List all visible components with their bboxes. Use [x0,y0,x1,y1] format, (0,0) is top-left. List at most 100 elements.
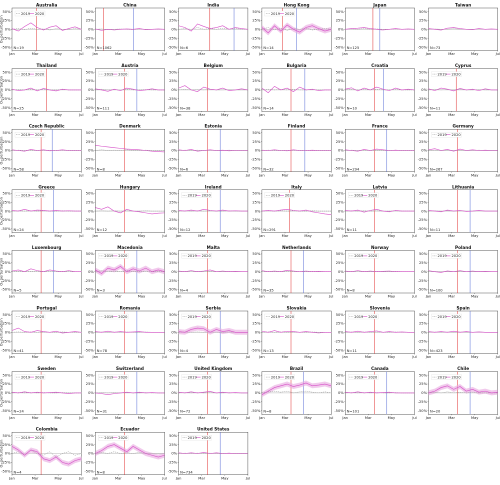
y-tick-label: 0% [421,209,427,213]
panel-n-label: N=291 [263,228,276,232]
y-tick-label: 25% [336,200,345,204]
y-tick-label: 50% [3,131,12,135]
y-tick-label: -50% [85,288,95,292]
x-tick-label: May [388,416,396,420]
x-tick-label: Mar [115,295,122,299]
x-tick-label: Mar [365,416,372,420]
panel-title: Malta [207,245,220,250]
x-tick-label: Jan [175,295,182,299]
panel-lithuania: 50% 25% 0% -25% -50% Jan Mar May Jul Lithuania N=1… [418,184,500,238]
y-tick-label: 25% [169,200,178,204]
x-tick-label: Mar [365,173,372,177]
panel-slovenia: 50% 25% 0% -25% -50% Jan Mar May Jul Slovenia N=11… [334,306,416,360]
series-2020-line [261,85,332,94]
y-tick-label: -50% [334,227,344,231]
y-tick-label: 25% [252,19,261,23]
x-tick-label: May [471,173,479,177]
y-tick-label: 50% [169,313,178,317]
y-tick-label: -50% [251,166,261,170]
y-tick-label: -50% [418,409,428,413]
panel-n-label: N=4 [14,470,23,474]
y-tick-label: 0% [421,149,427,153]
y-tick-label: -25% [168,279,178,283]
panel-title: Switzerland [116,366,144,371]
y-tick-label: 50% [86,373,95,377]
panel-cyprus: 50% 25% 0% -25% -50% Jan Mar May Jul Cyprus N=11 20… [418,63,500,117]
series-2019-line [428,88,498,91]
y-tick-label: 0% [171,28,177,32]
x-tick-label: May [54,52,62,56]
panel-n-label: N=125 [347,46,360,50]
legend-label-2019: 2019 [354,194,364,198]
x-tick-label: Mar [198,52,205,56]
x-tick-label: May [138,52,146,56]
panel-portugal: 50% 25% 0% -25% -50% Jan Mar May Jul Portugal N=41… [0,306,83,360]
legend-label-2019: 2019 [21,194,31,198]
y-tick-label: 50% [419,131,428,135]
x-tick-label: Mar [198,416,205,420]
y-tick-label: 25% [419,19,428,23]
x-tick-label: Mar [448,113,455,117]
x-tick-label: Jul [495,295,500,299]
x-tick-label: Mar [448,173,455,177]
x-tick-label: Jan [8,173,15,177]
panel-n-label: N=12 [97,228,107,232]
x-tick-label: Jan [341,113,348,117]
panel-n-label: N=100 [430,289,443,293]
series-2020-line [11,327,82,334]
x-tick-label: Jul [495,113,500,117]
x-tick-label: Jul [245,476,250,480]
panel-n-label: N=72 [180,410,190,414]
panel-title: Norway [371,245,389,250]
series-2020-line [11,391,82,394]
panel-title: Bulgaria [287,63,307,68]
x-tick-label: May [54,355,62,359]
y-tick-label: 0% [338,88,344,92]
y-tick-label: -50% [1,45,11,49]
x-tick-label: Jul [411,416,416,420]
series-2020-band [95,263,165,276]
panel-title: France [372,124,388,129]
y-tick-label: 50% [86,192,95,196]
x-tick-label: May [221,234,229,238]
y-tick-label: 50% [3,313,12,317]
y-tick-label: -50% [251,227,261,231]
legend-label-2019: 2019 [354,315,364,319]
panel-n-label: N=73 [430,46,440,50]
y-tick-label: 50% [252,131,261,135]
panel-n-label: N=11 [430,228,440,232]
x-tick-label: May [304,234,312,238]
x-tick-label: May [304,173,312,177]
y-tick-label: 25% [3,322,12,326]
panel-n-label: N=13 [263,349,273,353]
y-tick-label: 25% [419,200,428,204]
panel-n-label: N=5 [14,289,22,293]
x-tick-label: Jul [78,295,83,299]
x-tick-label: Mar [282,234,289,238]
legend-label-2019: 2019 [271,315,281,319]
panel-n-label: N=734 [180,470,193,474]
legend-label-2019: 2019 [354,375,364,379]
x-tick-label: Mar [198,234,205,238]
x-tick-label: May [471,295,479,299]
x-tick-label: Jul [328,355,333,359]
y-tick-label: 0% [88,88,94,92]
panel-title: Spain [457,306,470,311]
panel-title: United States [197,427,230,432]
y-tick-label: 50% [252,192,261,196]
panel-title: Thailand [36,63,56,68]
panel-title: Slovenia [370,306,390,311]
panel-title: Netherlands [282,245,311,250]
y-tick-label: -25% [1,461,11,465]
panel-title: Sweden [37,366,56,371]
legend-label-2020: 2020 [118,436,128,440]
panel-denmark: 50% 25% 0% -25% -50% Jan Mar May Jul Denmark N=8 [85,124,167,178]
x-tick-label: May [221,52,229,56]
legend-label-2019: 2019 [21,133,31,137]
x-tick-label: Jan [258,295,265,299]
series-2020-line [428,27,498,31]
y-axis-label: O₃ perturbation [0,76,4,104]
legend-label-2019: 2019 [438,315,448,319]
y-tick-label: 50% [336,10,345,14]
x-tick-label: Jan [8,52,15,56]
